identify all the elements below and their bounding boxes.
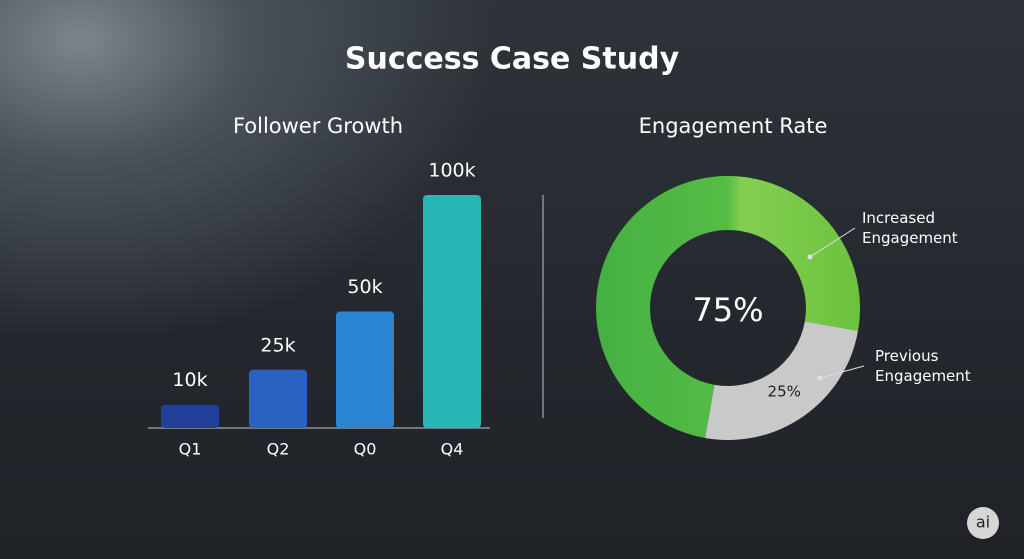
- x-tick-label: Q0: [354, 440, 377, 459]
- bar: [336, 311, 394, 428]
- slice-category-label: Increased Engagement: [862, 209, 958, 247]
- slice-category-label: Previous Engagement: [875, 347, 971, 385]
- page-title: Success Case Study: [345, 42, 680, 77]
- bar-value-label: 25k: [260, 334, 295, 356]
- slice-value-label: 25%: [768, 383, 801, 401]
- bar-chart-title: Follower Growth: [233, 114, 403, 138]
- bar: [249, 369, 307, 428]
- bar: [423, 195, 481, 428]
- leader-line: [809, 227, 856, 258]
- x-tick-label: Q1: [179, 440, 202, 459]
- center-value-label: 75%: [692, 291, 763, 329]
- watermark-badge: [967, 507, 999, 539]
- donut-chart-title: Engagement Rate: [639, 114, 828, 138]
- watermark-text: ai: [976, 513, 990, 532]
- x-tick-label: Q2: [267, 440, 290, 459]
- donut-slice: [596, 176, 861, 438]
- x-tick-label: Q4: [441, 440, 464, 459]
- leader-dot: [817, 375, 823, 381]
- bar-value-label: 10k: [172, 369, 207, 391]
- bar-value-label: 100k: [428, 160, 475, 182]
- bar-value-label: 50k: [347, 276, 382, 298]
- bar: [161, 404, 219, 428]
- leader-line: [819, 365, 865, 379]
- leader-dot: [807, 254, 813, 260]
- donut-slice: [705, 321, 858, 440]
